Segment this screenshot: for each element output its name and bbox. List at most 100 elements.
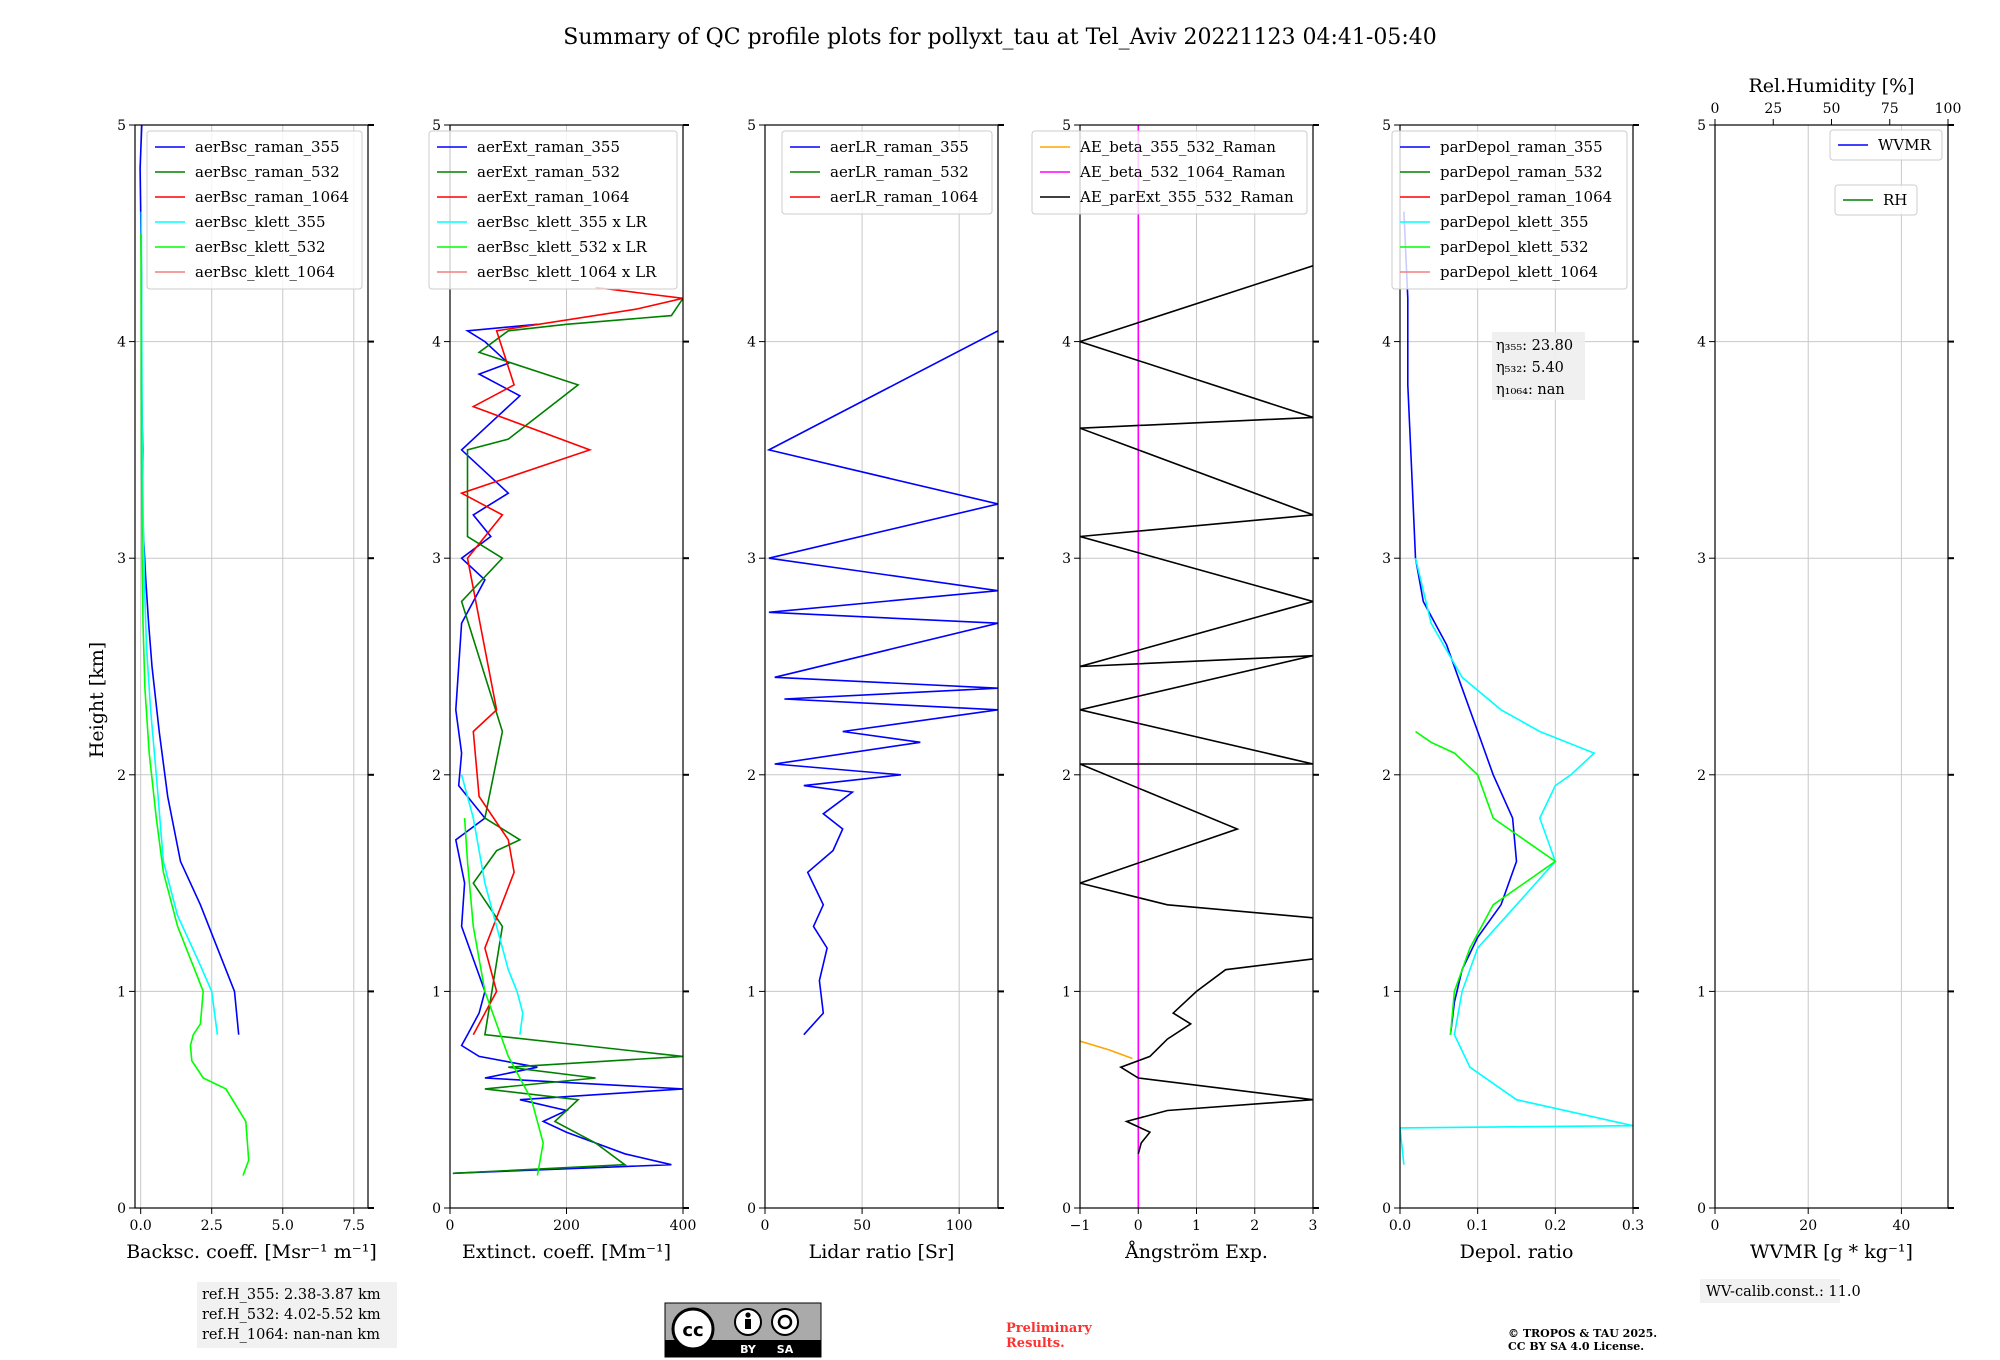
y-tick-label: 1 bbox=[747, 984, 756, 1000]
series-line-0 bbox=[1403, 211, 1518, 1035]
series-line-0 bbox=[1080, 1040, 1133, 1060]
series-group bbox=[452, 286, 683, 1176]
x-tick-label: 0 bbox=[1134, 1218, 1143, 1234]
y-tick-label: 0 bbox=[1697, 1201, 1706, 1217]
legend-label: aerBsc_klett_1064 x LR bbox=[477, 263, 657, 281]
x2-tick-label: 50 bbox=[1823, 101, 1841, 117]
y-tick-label: 5 bbox=[117, 118, 126, 134]
y-tick-label: 5 bbox=[1697, 118, 1706, 134]
x-tick-label: 0.3 bbox=[1622, 1218, 1644, 1234]
legend-label: aerBsc_raman_1064 bbox=[195, 188, 349, 206]
x2-tick-label: 75 bbox=[1881, 101, 1899, 117]
panel-1: 0.0 2.5 5.0 7.5 0 1 2 3 4 5 Backsc. coeff. [Msr⁻¹ … bbox=[117, 118, 377, 1263]
legend-frame bbox=[1829, 129, 1943, 161]
x-tick-label: −1 bbox=[1070, 1218, 1091, 1234]
legend-frame bbox=[1031, 130, 1308, 215]
series-group bbox=[1080, 125, 1313, 1208]
y-tick-label: 3 bbox=[1062, 551, 1071, 567]
y-tick-label: 3 bbox=[747, 551, 756, 567]
x-tick-label: 2.5 bbox=[201, 1218, 223, 1234]
y-tick-label: 5 bbox=[747, 118, 756, 134]
y-tick-label: 4 bbox=[1062, 335, 1071, 351]
y-tick-label: 0 bbox=[747, 1201, 756, 1217]
series-line-1 bbox=[452, 297, 683, 1175]
y-tick-label: 3 bbox=[432, 551, 441, 567]
y-tick-label: 4 bbox=[1697, 335, 1706, 351]
x-axis-label: Extinct. coeff. [Mm⁻¹] bbox=[462, 1241, 671, 1263]
cc-license-badge: cc BY SA bbox=[664, 1302, 822, 1358]
x-tick-label: 0 bbox=[761, 1218, 770, 1234]
y-tick-label: 1 bbox=[432, 984, 441, 1000]
legend: parDepol_raman_355 parDepol_raman_532 parD… bbox=[1391, 130, 1628, 290]
y-tick-label: 3 bbox=[1697, 551, 1706, 567]
legend-label: parDepol_raman_532 bbox=[1440, 163, 1603, 181]
x-tick-label: 200 bbox=[553, 1218, 580, 1234]
y-tick-label: 1 bbox=[1062, 984, 1071, 1000]
series-line-4 bbox=[1415, 730, 1557, 1035]
series-group bbox=[766, 330, 998, 1036]
legend-label: aerLR_raman_532 bbox=[830, 163, 969, 181]
legend-label: aerBsc_klett_532 bbox=[195, 238, 326, 256]
cc-icon-text: cc bbox=[682, 1320, 703, 1341]
x-tick-label: 0.0 bbox=[1389, 1218, 1411, 1234]
x2-tick-label: 100 bbox=[1935, 101, 1962, 117]
x-tick-label: 7.5 bbox=[343, 1218, 365, 1234]
x-tick-label: 3 bbox=[1309, 1218, 1318, 1234]
cc-by-label: BY bbox=[740, 1343, 757, 1356]
ref-height-355: ref.H_355: 2.38-3.87 km bbox=[202, 1287, 381, 1303]
x2-axis-label: Rel.Humidity [%] bbox=[1748, 75, 1914, 97]
y-tick-label: 2 bbox=[747, 768, 756, 784]
x-axis-label: Depol. ratio bbox=[1460, 1241, 1574, 1263]
legend-label: parDepol_raman_355 bbox=[1440, 138, 1603, 156]
eta-532: η₅₃₂: 5.40 bbox=[1496, 360, 1564, 376]
y-tick-label: 0 bbox=[117, 1201, 126, 1217]
legend-label: aerExt_raman_355 bbox=[477, 138, 620, 156]
x-tick-label: 20 bbox=[1799, 1218, 1817, 1234]
y-tick-label: 4 bbox=[1382, 335, 1391, 351]
y-tick-label: 2 bbox=[1697, 768, 1706, 784]
legend-label: aerBsc_raman_355 bbox=[195, 138, 340, 156]
x-axis-label: Backsc. coeff. [Msr⁻¹ m⁻¹] bbox=[126, 1241, 377, 1263]
ref-height-1064: ref.H_1064: nan-nan km bbox=[202, 1327, 380, 1343]
legend: AE_beta_355_532_Raman AE_beta_532_1064_Ra… bbox=[1031, 130, 1308, 215]
y-tick-label: 4 bbox=[117, 335, 126, 351]
series-line-3 bbox=[460, 774, 524, 1035]
legend-label: parDepol_klett_355 bbox=[1440, 213, 1589, 231]
y-tick-label: 4 bbox=[432, 335, 441, 351]
x-tick-label: 5.0 bbox=[272, 1218, 294, 1234]
y-tick-label: 5 bbox=[1062, 118, 1071, 134]
x-tick-label: 50 bbox=[853, 1218, 871, 1234]
panel-3: 0 50 100 0 1 2 3 4 5 Lidar ratio [Sr] aerLR_raman_… bbox=[747, 118, 1004, 1263]
eta-box: η₃₅₅: 23.80 η₅₃₂: 5.40 η₁₀₆₄: nan bbox=[1492, 332, 1585, 400]
series-line-4 bbox=[140, 233, 250, 1176]
x-tick-label: 100 bbox=[946, 1218, 973, 1234]
preliminary-line-1: Preliminary bbox=[1006, 1321, 1092, 1336]
cc-icon bbox=[671, 1307, 715, 1351]
series-line-2 bbox=[459, 286, 683, 1036]
y-tick-label: 2 bbox=[432, 768, 441, 784]
x-tick-label: 0 bbox=[1711, 1218, 1720, 1234]
preliminary-line-2: Results. bbox=[1006, 1336, 1065, 1351]
y-tick-label: 2 bbox=[1062, 768, 1071, 784]
y-tick-label: 2 bbox=[117, 768, 126, 784]
panel-6: 0 20 40 0 1 2 3 4 5 WVMR [g * kg⁻¹] 0 25 50 75 100 Rel.… bbox=[1697, 75, 1961, 1263]
series-group bbox=[139, 125, 250, 1176]
panels: 0.0 2.5 5.0 7.5 0 1 2 3 4 5 Backsc. coeff. [Msr⁻¹ … bbox=[117, 75, 1961, 1263]
y-tick-label: 2 bbox=[1382, 768, 1391, 784]
axes-frame bbox=[134, 124, 369, 1209]
ref-height-532: ref.H_532: 4.02-5.52 km bbox=[202, 1307, 381, 1323]
legend-label: aerBsc_klett_355 x LR bbox=[477, 213, 648, 231]
legend: aerLR_raman_355 aerLR_raman_532 aerLR_rama… bbox=[781, 130, 993, 215]
legend-label: aerBsc_klett_355 bbox=[195, 213, 326, 231]
legend: aerExt_raman_355 aerExt_raman_532 aerExt_r… bbox=[428, 130, 678, 290]
legend-label: aerLR_raman_355 bbox=[830, 138, 969, 156]
x-tick-label: 0.0 bbox=[130, 1218, 152, 1234]
y-tick-label: 1 bbox=[1697, 984, 1706, 1000]
wv-calib-text: WV-calib.const.: 11.0 bbox=[1706, 1284, 1861, 1300]
legend-label: aerExt_raman_1064 bbox=[477, 188, 630, 206]
legend-label: parDepol_klett_1064 bbox=[1440, 263, 1598, 281]
copyright-line-1: © TROPOS & TAU 2025. bbox=[1508, 1327, 1657, 1340]
panel-2: 0 200 400 0 1 2 3 4 5 Extinct. coeff. [Mm⁻¹] aerEx… bbox=[428, 118, 696, 1263]
